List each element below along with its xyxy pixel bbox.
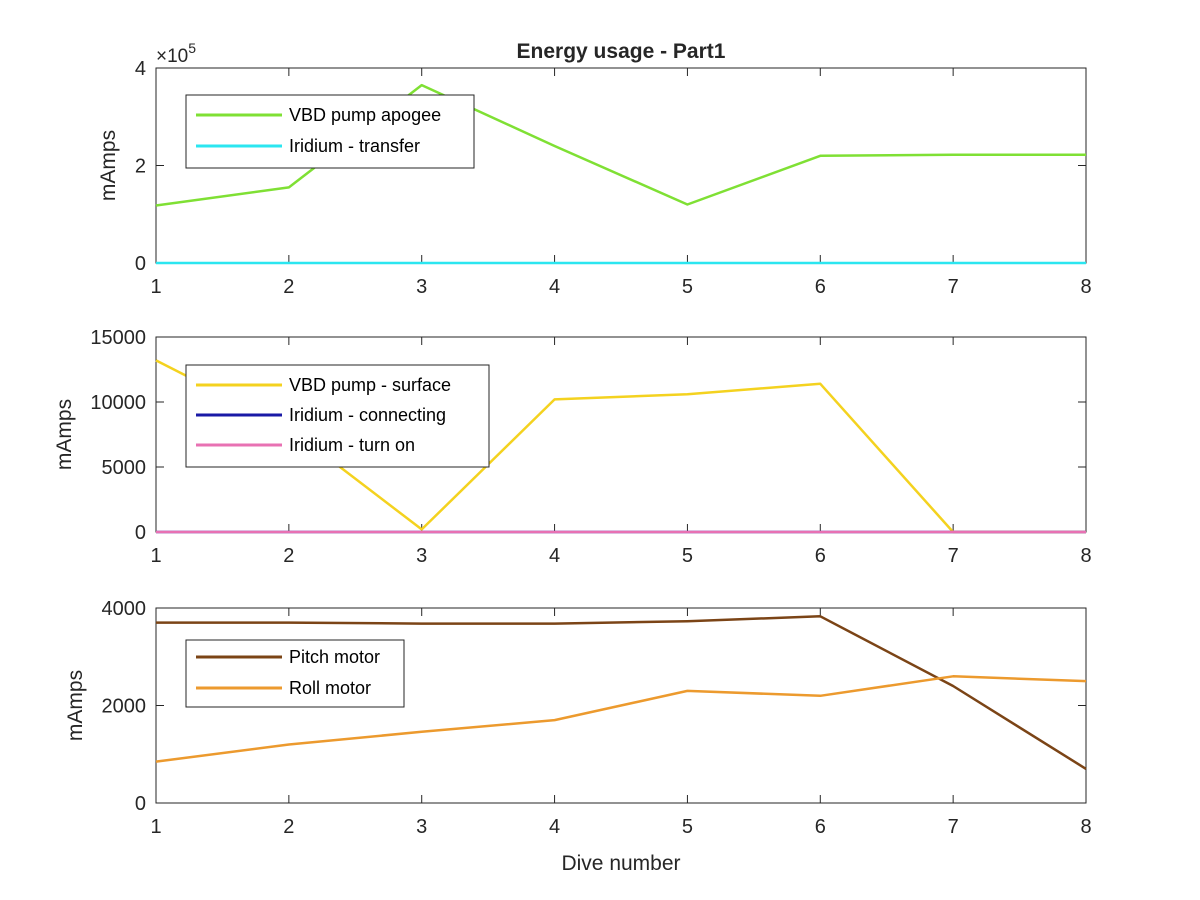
x-tick-label: 3	[416, 276, 427, 298]
legend: VBD pump apogee Iridium - transfer	[185, 94, 475, 169]
legend: Pitch motor Roll motor	[185, 639, 405, 708]
y-tick-label: 0	[135, 793, 146, 815]
legend-label-iridium-transfer: Iridium - transfer	[289, 136, 420, 156]
x-tick-label: 3	[416, 816, 427, 838]
x-tick-label: 8	[1080, 276, 1091, 298]
x-tick-label: 6	[815, 545, 826, 567]
x-tick-label: 2	[283, 816, 294, 838]
y-tick-label: 15000	[90, 327, 146, 349]
y-tick-label: 2000	[102, 696, 147, 718]
y-tick-label: 2	[135, 156, 146, 178]
y-tick-label: 10000	[90, 392, 146, 414]
y-axis-label: mAmps	[97, 130, 120, 201]
legend-label-vbd-pump-surface: VBD pump - surface	[289, 375, 451, 395]
x-tick-label: 1	[150, 545, 161, 567]
x-tick-label: 8	[1080, 545, 1091, 567]
legend: VBD pump - surface Iridium - connecting Ir…	[185, 364, 490, 468]
x-tick-label: 5	[682, 816, 693, 838]
x-tick-label: 5	[682, 545, 693, 567]
legend-label-iridium-turn-on: Iridium - turn on	[289, 435, 415, 455]
subplot-3: 1 2 3 4 5 6 7 8 0 2000 4000 mAmps Dive number Pitch m…	[64, 598, 1092, 875]
x-tick-label: 3	[416, 545, 427, 567]
y-tick-label: 0	[135, 253, 146, 275]
x-tick-label: 2	[283, 276, 294, 298]
series-line-roll-motor	[155, 675, 1087, 763]
legend-box	[185, 639, 405, 708]
x-tick-label: 2	[283, 545, 294, 567]
subplot-2: 1 2 3 4 5 6 7 8 0 5000 10000 15000 mAmps VBD pump - s…	[53, 327, 1092, 567]
x-tick-label: 6	[815, 276, 826, 298]
x-tick-label: 4	[549, 816, 560, 838]
legend-label-pitch-motor: Pitch motor	[289, 647, 380, 667]
legend-label-iridium-connecting: Iridium - connecting	[289, 405, 446, 425]
x-tick-label: 7	[948, 816, 959, 838]
x-tick-label: 4	[549, 276, 560, 298]
x-tick-label: 1	[150, 816, 161, 838]
y-exponent-label: ×105	[156, 40, 196, 67]
x-tick-label: 1	[150, 276, 161, 298]
subplot-1: 1 2 3 4 5 6 7 8 0 2 4 ×105 mAmps Energy usage - Part1…	[97, 40, 1092, 298]
series-line-vbd-pump-apogee	[155, 83, 1086, 207]
x-tick-label: 8	[1080, 816, 1091, 838]
y-axis-label: mAmps	[53, 399, 76, 470]
y-axis-label: mAmps	[64, 670, 87, 741]
x-tick-label: 7	[948, 545, 959, 567]
y-tick-label: 4	[135, 58, 146, 80]
y-tick-label: 0	[135, 522, 146, 544]
x-axis-label: Dive number	[561, 852, 680, 875]
y-tick-label: 5000	[102, 457, 147, 479]
legend-box	[185, 94, 475, 169]
x-tick-label: 5	[682, 276, 693, 298]
x-tick-label: 6	[815, 816, 826, 838]
x-tick-label: 7	[948, 276, 959, 298]
y-tick-label: 4000	[102, 598, 147, 620]
series-line-pitch-motor	[156, 615, 1087, 770]
legend-label-vbd-pump-apogee: VBD pump apogee	[289, 105, 441, 125]
legend-label-roll-motor: Roll motor	[289, 678, 371, 698]
chart-title: Energy usage - Part1	[517, 40, 726, 63]
x-tick-label: 4	[549, 545, 560, 567]
